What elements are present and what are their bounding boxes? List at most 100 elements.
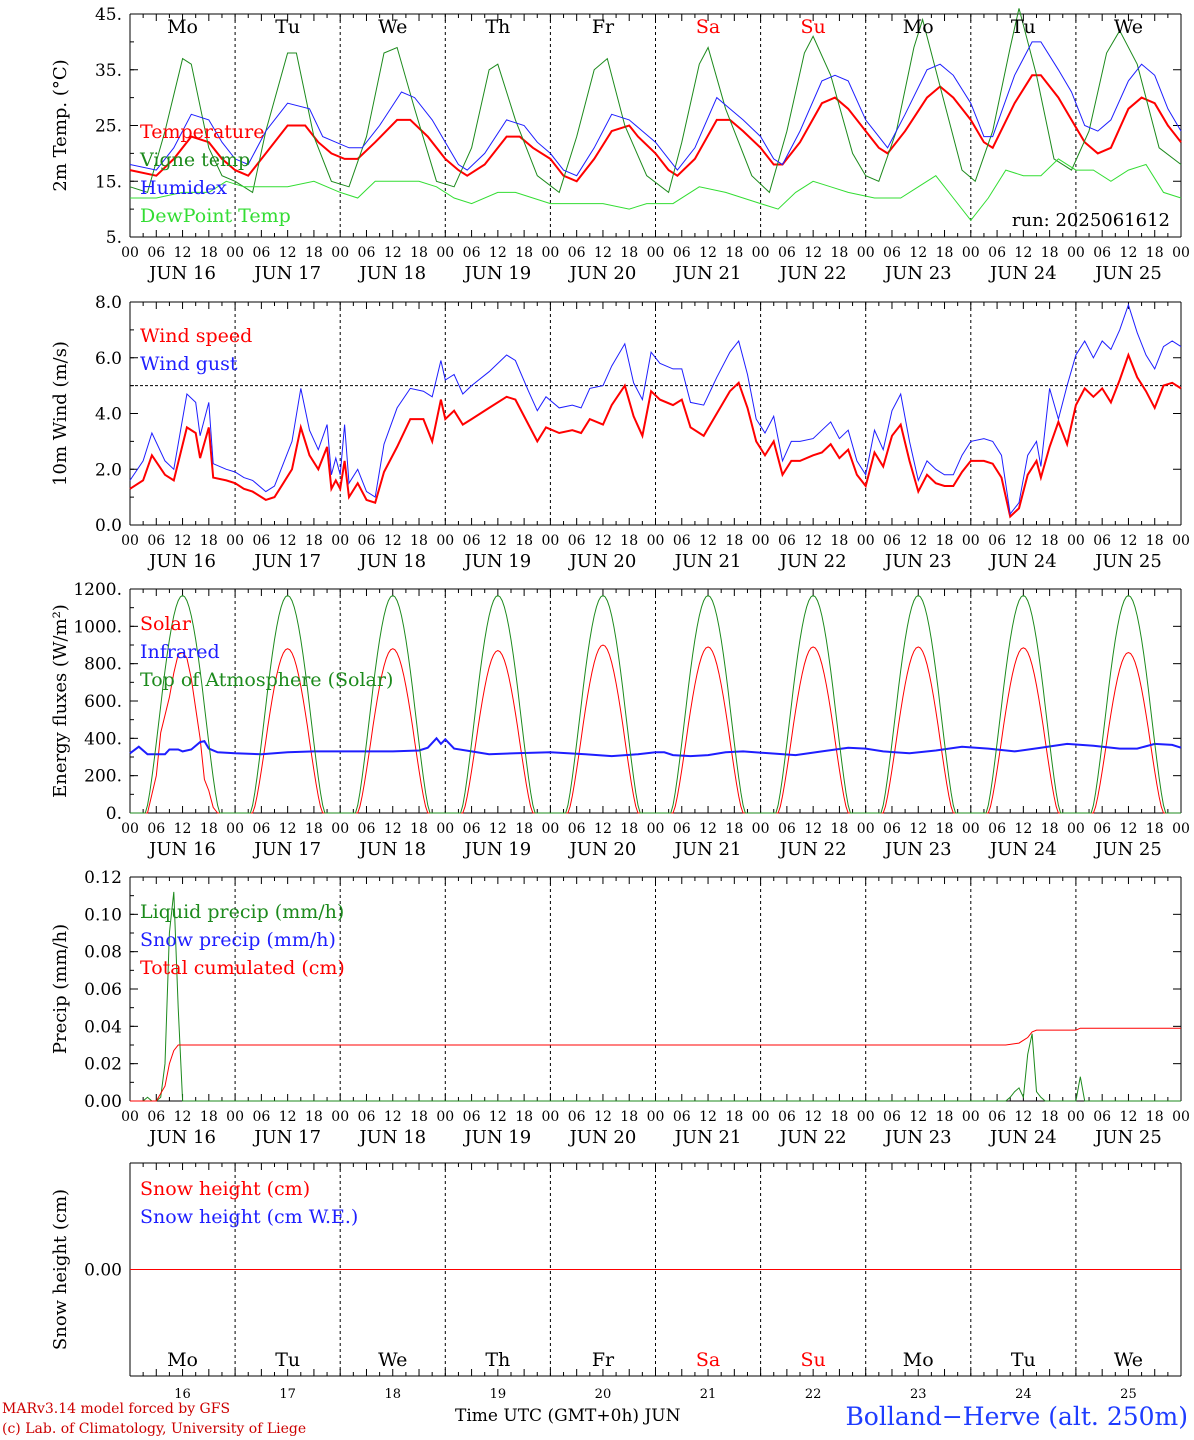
- hour-tick-label: 06: [463, 1109, 481, 1125]
- hour-tick-label: 12: [1120, 821, 1138, 837]
- series-line-infrared: [129, 736, 1182, 758]
- hour-tick-label: 12: [1120, 533, 1138, 549]
- date-label: JUN 25: [1093, 1127, 1162, 1148]
- legend-entry: Solar: [140, 613, 192, 635]
- hour-tick-label: 00: [1172, 821, 1190, 837]
- hour-tick-label: 18: [620, 1109, 638, 1125]
- hour-tick-label: 18: [200, 821, 218, 837]
- hour-tick-label: 18: [831, 821, 849, 837]
- date-label: JUN 17: [252, 263, 321, 284]
- legend-entry: Total cumulated (cm): [140, 957, 345, 979]
- hour-tick-label: 06: [568, 245, 586, 261]
- date-label: JUN 23: [883, 263, 952, 284]
- y-axis-label: 2m Temp. (°C): [50, 59, 71, 191]
- date-label: JUN 16: [147, 551, 216, 572]
- date-label: JUN 25: [1093, 839, 1162, 860]
- hour-tick-label: 18: [1041, 821, 1059, 837]
- hour-tick-label: 00: [962, 1109, 980, 1125]
- hour-tick-label: 00: [436, 1109, 454, 1125]
- y-axis-label: Energy fluxes (W/m²): [50, 604, 71, 798]
- date-label: JUN 17: [252, 839, 321, 860]
- hour-tick-label: 00: [331, 821, 349, 837]
- hour-tick-label: 00: [752, 1109, 770, 1125]
- date-label: JUN 21: [673, 839, 742, 860]
- legend-entry: Wind speed: [140, 325, 252, 347]
- y-tick-label: 0.04: [84, 1017, 122, 1037]
- hour-tick-label: 00: [1067, 533, 1085, 549]
- hour-tick-label: 12: [804, 1109, 822, 1125]
- hour-tick-label: 12: [594, 821, 612, 837]
- series-line-wind-gust: [129, 303, 1182, 516]
- hour-tick-label: 12: [699, 1109, 717, 1125]
- date-label: JUN 24: [988, 839, 1057, 860]
- date-label: JUN 16: [147, 839, 216, 860]
- hour-tick-label: 00: [541, 245, 559, 261]
- hour-tick-label: 12: [699, 245, 717, 261]
- date-label: JUN 16: [147, 1127, 216, 1148]
- hour-tick-label: 18: [410, 245, 428, 261]
- legend-entry: Liquid precip (mm/h): [140, 901, 344, 923]
- hour-tick-label: 18: [936, 533, 954, 549]
- hour-tick-label: 18: [831, 533, 849, 549]
- date-label: JUN 19: [462, 263, 531, 284]
- date-label: JUN 24: [988, 551, 1057, 572]
- hour-tick-label: 00: [226, 533, 244, 549]
- y-tick-label: 5.: [106, 228, 122, 248]
- time-axis-title: Time UTC (GMT+0h) JUN: [455, 1406, 681, 1426]
- y-axis-label: Precip (mm/h): [50, 924, 71, 1054]
- date-label: JUN 18: [357, 839, 426, 860]
- hour-tick-label: 12: [279, 1109, 297, 1125]
- hour-tick-label: 12: [1014, 245, 1032, 261]
- hour-tick-label: 18: [620, 821, 638, 837]
- hour-tick-label: 00: [647, 821, 665, 837]
- date-label: JUN 19: [462, 1127, 531, 1148]
- hour-tick-label: 00: [121, 245, 139, 261]
- hour-tick-label: 18: [725, 821, 743, 837]
- y-tick-label: 1000.: [73, 617, 122, 637]
- legend-entry: Snow precip (mm/h): [140, 929, 336, 951]
- day-number-label: 25: [1120, 1387, 1137, 1402]
- weekday-label-bottom: Tu: [275, 1349, 300, 1371]
- y-axis-label: 10m Wind (m/s): [50, 341, 71, 486]
- y-tick-label: 25.: [95, 117, 122, 137]
- weekday-label-bottom: Tu: [1011, 1349, 1036, 1371]
- panel-temperature: 45. 35. 25. 15. 5. 2m Temp. (°C) 00 06 12 18 JUN 1…: [50, 5, 1190, 284]
- day-number-label: 20: [595, 1387, 612, 1402]
- weekday-label-bottom: Th: [485, 1349, 510, 1371]
- weekday-label-top: Tu: [275, 16, 300, 38]
- series-line-temperature: [129, 74, 1182, 183]
- run-label: run: 2025061612: [1012, 210, 1170, 231]
- y-tick-label: 200.: [84, 767, 122, 787]
- weekday-label-top: Tu: [1011, 16, 1036, 38]
- hour-tick-label: 06: [252, 821, 270, 837]
- y-tick-label: 0.12: [84, 868, 122, 888]
- hour-tick-label: 18: [515, 821, 533, 837]
- hour-tick-label: 12: [804, 533, 822, 549]
- y-tick-label: 0.02: [84, 1055, 122, 1075]
- weekday-label-top: Mo: [167, 16, 198, 38]
- day-number-label: 23: [910, 1387, 927, 1402]
- hour-tick-label: 00: [857, 245, 875, 261]
- legend-entry: Snow height (cm W.E.): [140, 1206, 358, 1228]
- y-tick-label: 2.0: [95, 460, 122, 480]
- hour-tick-label: 18: [305, 821, 323, 837]
- hour-tick-label: 12: [384, 245, 402, 261]
- hour-tick-label: 12: [384, 533, 402, 549]
- hour-tick-label: 12: [909, 533, 927, 549]
- hour-tick-label: 18: [515, 533, 533, 549]
- series-line-humidex: [129, 41, 1182, 177]
- y-tick-label: 0.0: [95, 516, 122, 536]
- hour-tick-label: 12: [909, 1109, 927, 1125]
- hour-tick-label: 06: [1093, 1109, 1111, 1125]
- weekday-label-top: Su: [801, 16, 826, 38]
- hour-tick-label: 06: [1093, 533, 1111, 549]
- legend-entry: DewPoint Temp: [140, 205, 291, 227]
- hour-tick-label: 00: [226, 1109, 244, 1125]
- weekday-label-top: Th: [485, 16, 510, 38]
- y-tick-label: 45.: [95, 5, 122, 25]
- hour-tick-label: 18: [305, 533, 323, 549]
- station-title: Bolland−Herve (alt. 250m): [845, 1402, 1188, 1431]
- date-label: JUN 23: [883, 1127, 952, 1148]
- y-tick-label: 800.: [84, 655, 122, 675]
- y-tick-label: 6.0: [95, 349, 122, 369]
